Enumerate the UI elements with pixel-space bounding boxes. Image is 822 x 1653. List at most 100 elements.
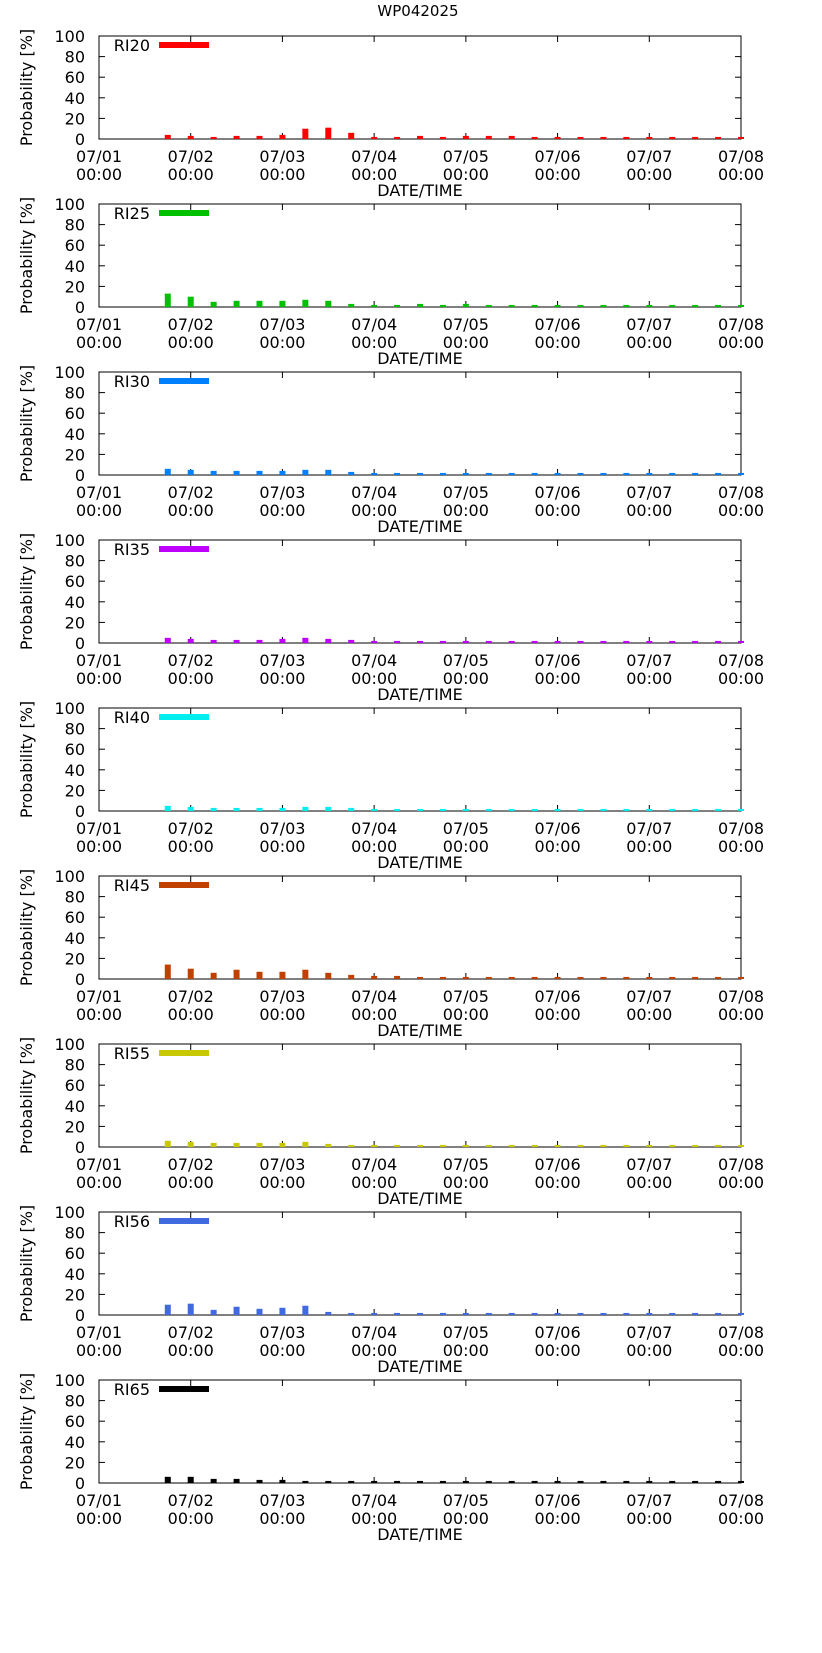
bar-ri35-0	[164, 637, 171, 643]
legend-label: RI20	[114, 36, 150, 55]
y-tick-label: 60	[65, 572, 85, 591]
x-tick-time: 00:00	[351, 1509, 397, 1528]
bar-ri25-14	[485, 304, 492, 307]
legend-swatch	[159, 42, 209, 48]
x-tick-time: 00:00	[718, 669, 764, 688]
bar-ri35-19	[600, 640, 607, 643]
bar-ri55-15	[508, 1144, 515, 1147]
y-tick-label: 80	[65, 552, 85, 571]
bar-ri55-7	[325, 1143, 332, 1147]
x-tick-time: 00:00	[259, 165, 305, 184]
plot-frame	[98, 371, 742, 476]
x-tick-time: 00:00	[76, 837, 122, 856]
y-tick-label: 60	[65, 1412, 85, 1431]
bar-ri35-17	[554, 640, 561, 643]
y-axis-label: Probability [%]	[17, 197, 36, 314]
x-tick-date: 07/02	[168, 651, 214, 670]
x-tick-time: 00:00	[168, 165, 214, 184]
x-tick-time: 00:00	[259, 1509, 305, 1528]
y-tick-label: 0	[75, 1138, 85, 1157]
legend-label: RI40	[114, 708, 150, 727]
x-tick-date: 07/03	[259, 147, 305, 166]
bar-ri55-6	[302, 1141, 309, 1147]
bar-ri30-11	[417, 472, 423, 475]
x-tick-time: 00:00	[168, 837, 214, 856]
bar-ri20-9	[371, 136, 378, 139]
y-axis-label: Probability [%]	[17, 869, 36, 986]
bar-ri40-7	[325, 806, 332, 811]
y-tick-label: 0	[75, 802, 85, 821]
bar-ri45-15	[508, 976, 515, 979]
bar-ri20-17	[554, 136, 561, 139]
x-tick-date: 07/03	[259, 819, 305, 838]
y-tick-label: 0	[75, 970, 85, 989]
y-tick-label: 40	[65, 1097, 85, 1116]
x-tick-time: 00:00	[626, 1005, 672, 1024]
bar-ri30-18	[577, 472, 584, 475]
y-tick-label: 20	[65, 445, 85, 464]
bar-ri40-5	[279, 807, 286, 811]
bar-ri65-21	[646, 1480, 653, 1483]
bar-ri40-23	[692, 808, 699, 811]
x-tick-date: 07/06	[535, 651, 581, 670]
x-tick-date: 07/05	[443, 315, 489, 334]
y-tick-label: 100	[54, 867, 85, 886]
y-tick-label: 60	[65, 68, 85, 87]
bar-ri45-3	[233, 969, 240, 979]
bar-ri40-2	[210, 807, 217, 811]
x-tick-date: 07/04	[351, 651, 397, 670]
x-tick-time: 00:00	[76, 1173, 122, 1192]
bar-ri65-1	[187, 1476, 194, 1483]
x-tick-time: 00:00	[351, 1005, 397, 1024]
bar-ri55-16	[531, 1144, 538, 1147]
bar-ri25-8	[348, 303, 355, 307]
bar-ri65-22	[669, 1480, 676, 1483]
x-tick-date: 07/01	[76, 1491, 122, 1510]
y-tick-label: 40	[65, 257, 85, 276]
legend-label: RI35	[114, 540, 150, 559]
bar-ri35-18	[577, 640, 584, 643]
y-tick-label: 20	[65, 109, 85, 128]
bar-ri56-8	[348, 1312, 355, 1315]
bar-ri30-13	[462, 472, 469, 475]
x-tick-time: 00:00	[168, 333, 214, 352]
y-tick-label: 40	[65, 761, 85, 780]
x-tick-date: 07/01	[76, 147, 122, 166]
x-axis-label: DATE/TIME	[377, 1021, 462, 1040]
bar-ri45-5	[279, 971, 286, 979]
x-tick-time: 00:00	[718, 165, 764, 184]
bar-ri45-8	[348, 974, 355, 979]
chart-panel-ri25: 0 20 40 60 80 100 07/01 00:00 07/02 00:00 07/03 00:…	[0, 168, 822, 368]
x-tick-time: 00:00	[259, 837, 305, 856]
x-tick-date: 07/01	[76, 1155, 122, 1174]
x-axis-label: DATE/TIME	[377, 685, 462, 704]
x-tick-date: 07/06	[535, 1155, 581, 1174]
x-tick-date: 07/05	[443, 651, 489, 670]
x-tick-time: 00:00	[626, 1173, 672, 1192]
bar-ri20-22	[669, 136, 676, 139]
bar-ri65-10	[394, 1480, 401, 1483]
legend-swatch	[159, 1050, 209, 1056]
bar-ri65-4	[256, 1479, 263, 1483]
bar-ri65-23	[692, 1480, 699, 1483]
y-tick-label: 80	[65, 216, 85, 235]
x-tick-date: 07/04	[351, 315, 397, 334]
bar-ri65-14	[485, 1480, 492, 1483]
x-tick-time: 00:00	[626, 1341, 672, 1360]
bar-ri20-0	[164, 134, 171, 139]
x-tick-date: 07/03	[259, 651, 305, 670]
bar-ri65-2	[210, 1478, 217, 1483]
figure-title: WP042025	[377, 2, 459, 20]
bar-ri55-5	[279, 1142, 286, 1147]
x-tick-date: 07/05	[443, 1155, 489, 1174]
bar-ri56-19	[600, 1312, 607, 1315]
x-tick-time: 00:00	[168, 669, 214, 688]
bar-ri45-10	[394, 975, 401, 979]
bar-ri55-18	[577, 1144, 584, 1147]
x-tick-time: 00:00	[443, 165, 489, 184]
x-tick-date: 07/02	[168, 1491, 214, 1510]
legend-label: RI56	[114, 1212, 150, 1231]
bar-ri65-3	[233, 1478, 240, 1483]
chart-panel-ri45: 0 20 40 60 80 100 07/01 00:00 07/02 00:00 07/03 00:…	[0, 840, 822, 1040]
bar-ri40-0	[164, 805, 171, 811]
